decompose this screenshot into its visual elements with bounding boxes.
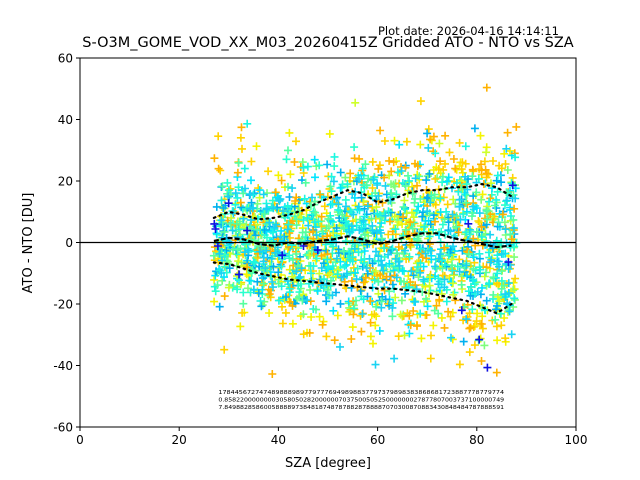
- x-tick-label: 0: [76, 433, 84, 447]
- x-axis-label: SZA [degree]: [285, 456, 371, 471]
- scatter-markers: [210, 181, 517, 372]
- lower-std-line: [212, 261, 513, 315]
- bin-count-annotations: 1784456727474898889897797776949898837797…: [218, 390, 505, 411]
- y-tick-label: -20: [53, 298, 73, 312]
- plot-date: Plot date: 2026-04-16 14:14:11: [378, 24, 559, 38]
- y-tick-label: 40: [58, 113, 73, 127]
- y-tick-label: 20: [58, 175, 73, 189]
- y-axis-label: ATO - NTO [DU]: [21, 193, 36, 294]
- bin-annotation-row: 1784456727474898889897797776949898837797…: [218, 390, 505, 396]
- mean-line: [213, 232, 512, 249]
- statistics-lines: [80, 182, 576, 315]
- x-tick-label: 20: [172, 433, 187, 447]
- y-tick-label: -60: [53, 421, 73, 435]
- x-tick-label: 60: [370, 433, 385, 447]
- x-tick-label: 80: [469, 433, 484, 447]
- y-tick-label: 0: [65, 236, 73, 250]
- bin-annotation-row: 0.85822000000003058050282000000703750050…: [218, 397, 504, 403]
- data-point-cloud: [209, 83, 521, 378]
- x-tick-label: 40: [271, 433, 286, 447]
- chart-title: S-O3M_GOME_VOD_XX_M03_20260415Z Gridded …: [82, 35, 574, 51]
- bin-annotation-row: 7.84988285860058888973848187487878828788…: [218, 405, 504, 411]
- y-tick-label: -40: [53, 359, 73, 373]
- y-tick-label: 60: [58, 52, 73, 66]
- axes: 0 20 40 60 80 100 -60 -40 -20 0 20 40 60: [53, 52, 587, 448]
- x-tick-label: 100: [565, 433, 588, 447]
